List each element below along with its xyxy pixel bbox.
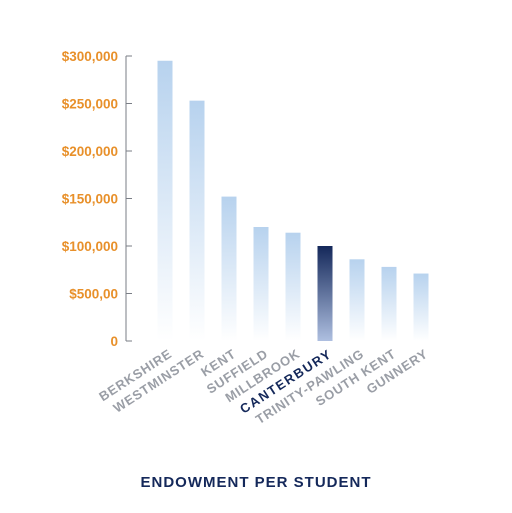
bar-millbrook: [285, 232, 301, 341]
y-tick-label: $200,000: [62, 144, 118, 159]
y-tick-label: $250,000: [62, 97, 118, 112]
y-tick-label: $500,00: [69, 287, 118, 302]
bar-suffield: [253, 227, 269, 341]
bar-westminster: [189, 100, 205, 342]
bar-trinity-pawling: [349, 259, 365, 341]
y-tick-label: 0: [110, 334, 118, 349]
bar-south-kent: [381, 266, 397, 341]
bars: [157, 60, 429, 342]
y-tick-label: $150,000: [62, 192, 118, 207]
y-tick-label: $100,000: [62, 239, 118, 254]
bar-canterbury: [317, 246, 333, 341]
y-axis: 0 $500,00 $100,000 $150,000 $200,000 $250,000…: [62, 49, 132, 349]
bar-kent: [221, 196, 237, 341]
bar-gunnery: [413, 273, 429, 341]
bar-berkshire: [157, 60, 173, 341]
category-labels: BERKSHIREWESTMINSTERKENTSUFFIELDMILLBROO…: [96, 346, 430, 427]
y-tick-label: $300,000: [62, 49, 118, 64]
chart-title: ENDOWMENT PER STUDENT: [140, 474, 372, 491]
